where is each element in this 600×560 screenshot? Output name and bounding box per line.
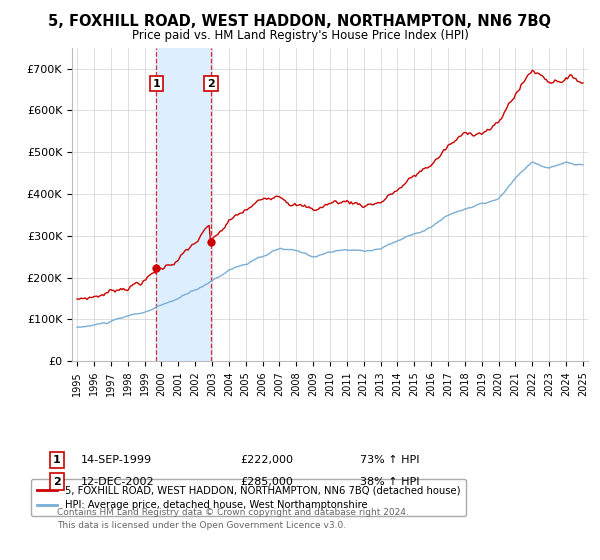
Text: £285,000: £285,000 [240, 477, 293, 487]
Text: 2: 2 [207, 78, 215, 88]
Text: 2: 2 [53, 477, 61, 487]
Text: 14-SEP-1999: 14-SEP-1999 [81, 455, 152, 465]
Text: 12-DEC-2002: 12-DEC-2002 [81, 477, 155, 487]
Text: 1: 1 [152, 78, 160, 88]
Legend: 5, FOXHILL ROAD, WEST HADDON, NORTHAMPTON, NN6 7BQ (detached house), HPI: Averag: 5, FOXHILL ROAD, WEST HADDON, NORTHAMPTO… [31, 479, 466, 516]
Text: 73% ↑ HPI: 73% ↑ HPI [360, 455, 419, 465]
Text: Contains HM Land Registry data © Crown copyright and database right 2024.: Contains HM Land Registry data © Crown c… [57, 508, 409, 517]
Text: This data is licensed under the Open Government Licence v3.0.: This data is licensed under the Open Gov… [57, 521, 346, 530]
Bar [157, 48, 211, 361]
Text: 38% ↑ HPI: 38% ↑ HPI [360, 477, 419, 487]
Text: 5, FOXHILL ROAD, WEST HADDON, NORTHAMPTON, NN6 7BQ: 5, FOXHILL ROAD, WEST HADDON, NORTHAMPTO… [49, 14, 551, 29]
Text: Price paid vs. HM Land Registry's House Price Index (HPI): Price paid vs. HM Land Registry's House … [131, 29, 469, 42]
Text: £222,000: £222,000 [240, 455, 293, 465]
Text: 1: 1 [53, 455, 61, 465]
